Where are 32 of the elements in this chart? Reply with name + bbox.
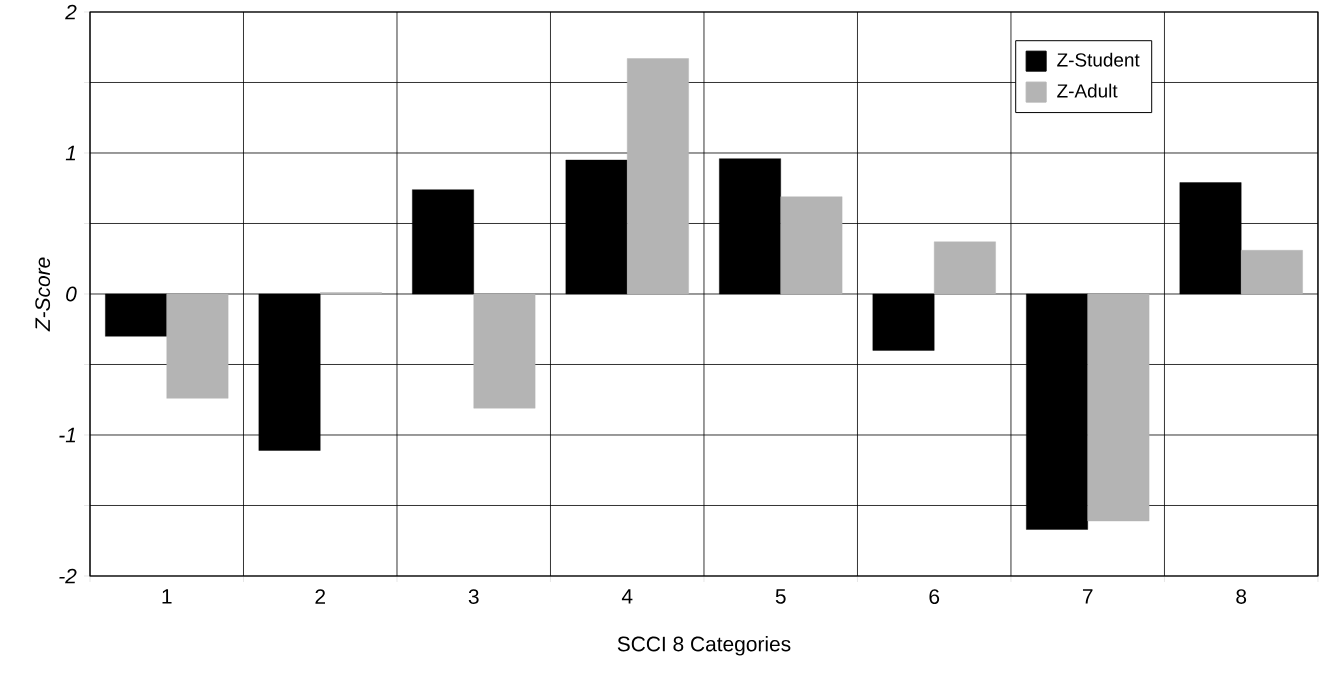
bar [934,241,996,295]
bar [1241,250,1303,295]
bar [627,58,689,295]
x-tick-label: 4 [621,589,633,604]
bar [1179,182,1242,295]
bar [166,293,229,399]
x-tick-label: 2 [315,589,325,604]
y-tick-label: -1 [59,427,76,443]
x-tick-label: 6 [929,589,940,604]
y-axis-title: Z-Score [35,257,51,332]
bar [412,189,474,295]
bar [105,293,167,337]
bar [1087,293,1150,522]
bar [473,293,536,409]
y-tick-label: 0 [66,286,77,302]
bar [1026,293,1088,530]
y-tick-label: 2 [65,4,77,20]
x-tick-label: 3 [468,589,479,604]
x-tick-label: 7 [1082,589,1093,604]
bar [872,293,935,351]
bar [719,158,781,295]
x-tick-label: 8 [1236,589,1247,604]
legend-label: Z-Student [1057,52,1140,67]
bar [780,196,843,295]
bar [565,159,628,295]
x-tick-label: 5 [775,589,786,604]
bar [258,293,321,451]
x-axis-title: SCCI 8 Categories [617,636,791,656]
y-tick-label: 1 [65,145,76,161]
y-tick-label: -2 [59,568,77,584]
x-tick-label: 1 [162,589,172,604]
legend-label: Z-Adult [1057,83,1118,98]
